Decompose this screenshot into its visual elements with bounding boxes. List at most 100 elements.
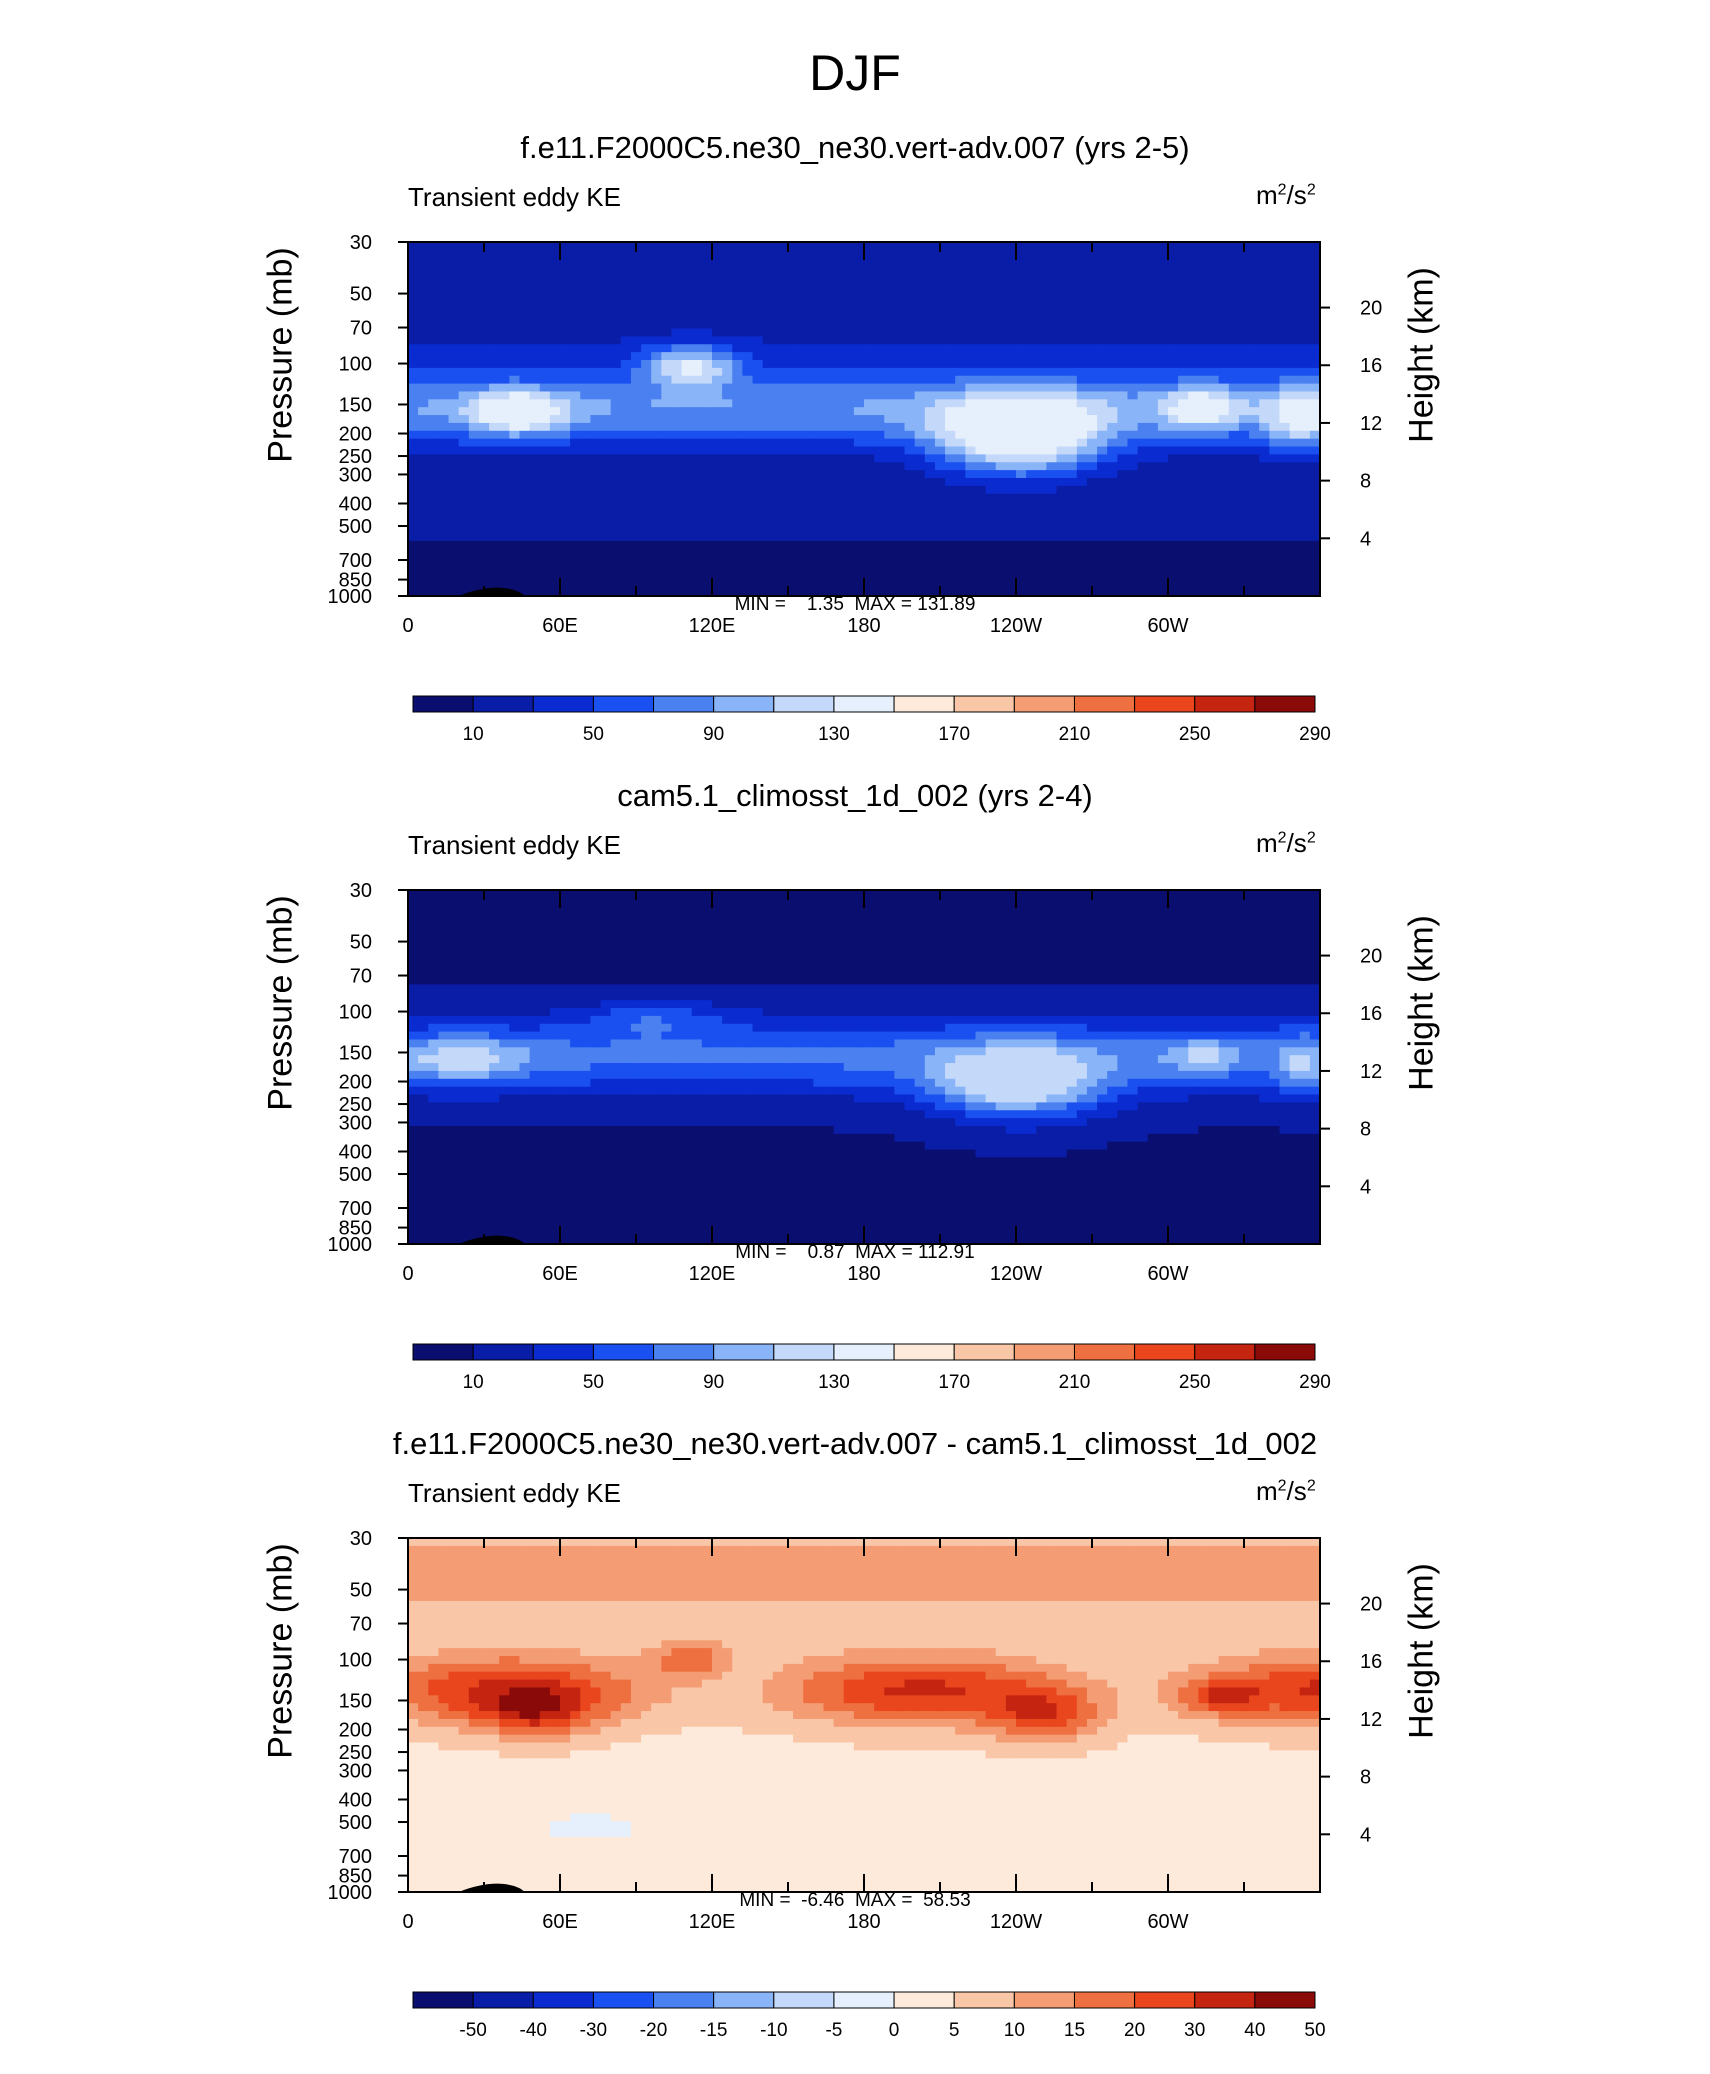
field-cell bbox=[1086, 478, 1098, 487]
field-cell bbox=[884, 367, 895, 377]
field-cell bbox=[975, 273, 987, 282]
field-cell bbox=[570, 478, 581, 487]
field-cell bbox=[681, 580, 693, 589]
field-cell bbox=[722, 328, 733, 337]
field-cell bbox=[853, 265, 865, 275]
field-cell bbox=[529, 391, 541, 400]
field-cell bbox=[458, 289, 470, 298]
field-cell bbox=[985, 312, 997, 322]
field-cell bbox=[478, 517, 490, 526]
field-cell bbox=[772, 564, 784, 573]
field-cell bbox=[1076, 905, 1088, 915]
field-cell bbox=[874, 525, 885, 534]
field-cell bbox=[1168, 905, 1179, 915]
field-cell bbox=[722, 540, 733, 550]
field-cell bbox=[1259, 905, 1270, 915]
units-label: m2/s2 bbox=[1256, 828, 1316, 858]
field-cell bbox=[1086, 438, 1098, 448]
field-cell bbox=[570, 493, 581, 503]
field-cell bbox=[1147, 572, 1159, 581]
field-cell bbox=[1249, 533, 1260, 542]
field-cell bbox=[630, 289, 642, 298]
field-cell bbox=[1188, 517, 1199, 526]
field-cell bbox=[742, 509, 754, 518]
field-cell bbox=[1289, 588, 1301, 597]
field-cell bbox=[722, 470, 733, 479]
field-cell bbox=[874, 945, 885, 954]
field-cell bbox=[1208, 937, 1220, 946]
field-cell bbox=[570, 297, 581, 306]
field-cell bbox=[1127, 360, 1139, 369]
field-cell bbox=[428, 399, 439, 408]
field-cell bbox=[1046, 242, 1058, 251]
field-cell bbox=[732, 929, 743, 938]
field-cell bbox=[914, 336, 926, 345]
field-cell bbox=[1259, 929, 1270, 938]
field-cell bbox=[1188, 525, 1199, 534]
field-cell bbox=[570, 921, 581, 930]
field-cell bbox=[478, 462, 490, 471]
field-cell bbox=[630, 493, 642, 503]
field-cell bbox=[1036, 540, 1047, 550]
field-cell bbox=[884, 548, 895, 558]
field-cell bbox=[1249, 257, 1260, 267]
field-cell bbox=[1046, 257, 1058, 267]
field-cell bbox=[894, 312, 906, 322]
field-cell bbox=[1238, 478, 1250, 487]
field-cell bbox=[955, 937, 966, 946]
field-cell bbox=[651, 905, 662, 915]
field-cell bbox=[914, 328, 926, 337]
field-cell bbox=[1188, 937, 1199, 946]
field-cell bbox=[1086, 540, 1098, 550]
field-cell bbox=[509, 352, 521, 361]
field-cell bbox=[843, 509, 855, 518]
field-cell bbox=[955, 328, 966, 337]
field-cell bbox=[1249, 304, 1260, 314]
field-cell bbox=[1147, 952, 1159, 962]
field-cell bbox=[894, 438, 906, 448]
field-cell bbox=[448, 422, 460, 432]
field-cell bbox=[732, 897, 743, 907]
field-cell bbox=[742, 273, 754, 282]
field-cell bbox=[732, 415, 743, 424]
field-cell bbox=[894, 257, 906, 267]
field-cell bbox=[955, 304, 966, 314]
field-cell bbox=[590, 407, 602, 416]
field-cell bbox=[641, 360, 652, 369]
field-cell bbox=[1299, 905, 1311, 915]
field-cell bbox=[509, 533, 521, 542]
field-cell bbox=[1026, 446, 1037, 455]
field-cell bbox=[1117, 897, 1129, 907]
field-cell bbox=[1279, 478, 1291, 487]
field-cell bbox=[580, 352, 591, 361]
field-cell bbox=[1046, 446, 1058, 455]
field-cell bbox=[529, 540, 541, 550]
field-cell bbox=[1026, 375, 1037, 385]
field-cell bbox=[843, 493, 855, 503]
field-cell bbox=[671, 407, 683, 416]
field-cell bbox=[934, 320, 946, 330]
field-cell bbox=[408, 407, 419, 416]
field-cell bbox=[529, 249, 541, 259]
field-cell bbox=[1299, 485, 1311, 495]
field-cell bbox=[681, 312, 693, 322]
field-cell bbox=[782, 249, 794, 259]
field-cell bbox=[580, 517, 591, 526]
field-cell bbox=[691, 320, 703, 330]
field-cell bbox=[995, 485, 1007, 495]
field-cell bbox=[691, 265, 703, 275]
field-cell bbox=[580, 399, 591, 408]
field-cell bbox=[732, 312, 743, 322]
field-cell bbox=[1076, 352, 1088, 361]
field-cell bbox=[833, 945, 845, 954]
field-cell bbox=[661, 320, 673, 330]
field-cell bbox=[1005, 352, 1017, 361]
field-cell bbox=[458, 415, 470, 424]
field-cell bbox=[793, 399, 804, 408]
field-cell bbox=[1238, 399, 1250, 408]
field-cell bbox=[641, 921, 652, 930]
field-cell bbox=[995, 438, 1007, 448]
field-cell bbox=[691, 391, 703, 400]
field-cell bbox=[539, 304, 551, 314]
field-cell bbox=[630, 415, 642, 424]
